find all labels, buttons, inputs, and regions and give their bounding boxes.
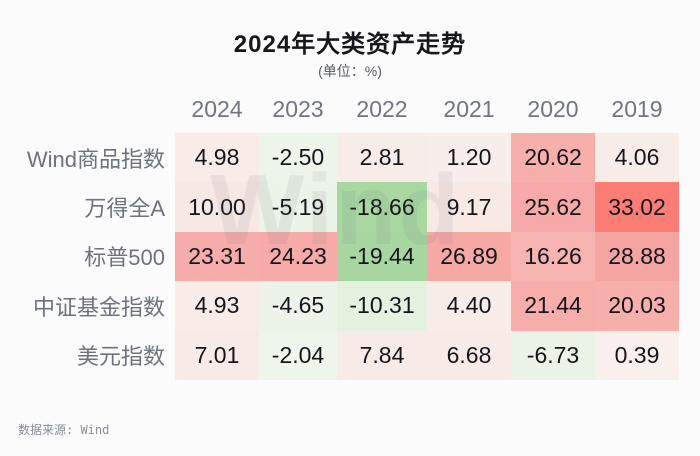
asset-returns-table: 2024 2023 2022 2021 2020 2019 Wind商品指数 4… [0, 86, 679, 380]
value-cell: -19.44 [337, 231, 427, 282]
value-cell: 4.98 [175, 133, 259, 183]
value-cell: 7.01 [175, 330, 259, 380]
value-cell: 1.20 [427, 133, 511, 183]
value-cell: 9.17 [427, 182, 511, 232]
table-corner [0, 86, 175, 133]
value-cell: 2.81 [337, 133, 427, 183]
value-cell: 20.62 [511, 133, 595, 183]
value-cell: -18.66 [337, 182, 427, 232]
data-source-note: 数据来源: Wind [18, 423, 110, 437]
value-cell: 26.89 [427, 231, 511, 282]
row-label-csi-fund-index: 中证基金指数 [32, 294, 165, 320]
value-cell: 24.23 [259, 231, 337, 282]
value-cell: 4.06 [595, 133, 679, 183]
unit-label: (单位：%) [318, 63, 382, 79]
value-cell: -2.04 [259, 330, 337, 380]
chart-title: 2024年大类资产走势 [233, 31, 467, 58]
year-header-2021: 2021 [443, 96, 495, 122]
value-cell: 10.00 [175, 182, 259, 232]
value-cell: 4.40 [427, 281, 511, 331]
year-header-2019: 2019 [611, 96, 663, 122]
value-cell: 0.39 [595, 330, 679, 380]
value-cell: -2.50 [259, 133, 337, 183]
year-header-2020: 2020 [527, 96, 579, 122]
value-cell: 21.44 [511, 281, 595, 331]
value-cell: 4.93 [175, 281, 259, 331]
value-cell: 23.31 [175, 231, 259, 282]
year-header-2023: 2023 [272, 96, 324, 122]
row-label-sp500: 标普500 [84, 245, 165, 271]
value-cell: -6.73 [511, 330, 595, 380]
value-cell: -4.65 [259, 281, 337, 331]
row-label-wind-commodity-index: Wind商品指数 [26, 146, 165, 172]
value-cell: -10.31 [337, 281, 427, 331]
value-cell: 7.84 [337, 330, 427, 380]
row-label-usd-index: 美元指数 [76, 344, 165, 370]
year-header-2024: 2024 [191, 96, 243, 122]
value-cell: -5.19 [259, 182, 337, 232]
year-header-2022: 2022 [356, 96, 408, 122]
row-label-wind-all-a: 万得全A [84, 196, 165, 222]
value-cell: 6.68 [427, 330, 511, 380]
value-cell: 28.88 [595, 231, 679, 282]
value-cell: 25.62 [511, 182, 595, 232]
value-cell: 20.03 [595, 281, 679, 331]
value-cell: 33.02 [595, 182, 679, 232]
value-cell: 16.26 [511, 231, 595, 282]
